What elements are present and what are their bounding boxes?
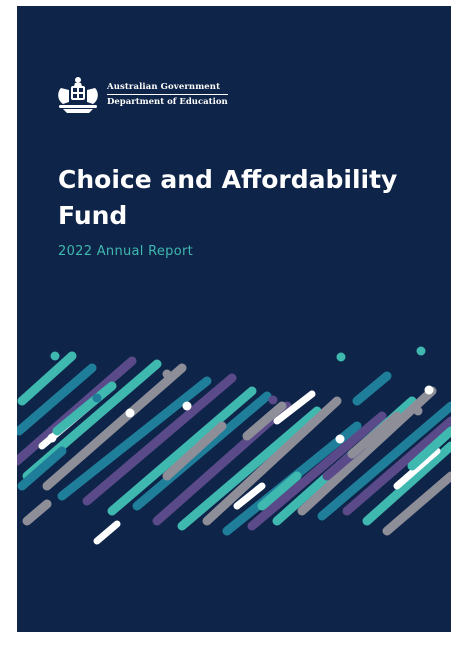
stripe-16 xyxy=(317,401,451,521)
stripe-30 xyxy=(347,411,402,459)
stripe-33 xyxy=(352,371,392,406)
stripe-27 xyxy=(393,447,441,490)
stripe-22 xyxy=(162,421,227,481)
report-title: Choice and Affordability Fund xyxy=(58,165,398,230)
stripe-dot-6 xyxy=(92,393,102,403)
stripe-13 xyxy=(247,411,387,531)
decorative-stripes xyxy=(17,346,451,545)
stripe-18 xyxy=(362,441,451,526)
government-logo: Australian Government Department of Educ… xyxy=(55,74,228,114)
report-cover: Australian Government Department of Educ… xyxy=(17,6,451,632)
stripe-dot-8 xyxy=(424,385,434,395)
stripe-dot-0 xyxy=(50,351,60,361)
stripe-dot-2 xyxy=(416,346,426,356)
stripe-dot-11 xyxy=(413,406,423,416)
stripe-dot-3 xyxy=(162,369,172,379)
stripe-dot-9 xyxy=(335,434,345,444)
stripe-15 xyxy=(297,386,437,516)
stripe-32 xyxy=(242,401,287,441)
stripe-25 xyxy=(93,520,121,545)
government-wordmark: Australian Government Department of Educ… xyxy=(107,82,228,107)
stripe-5 xyxy=(57,376,212,501)
report-subtitle: 2022 Annual Report xyxy=(58,244,194,259)
stripe-dot-1 xyxy=(336,352,346,362)
stripe-8 xyxy=(132,391,272,511)
stripe-19 xyxy=(382,471,451,536)
stripe-dot-4 xyxy=(125,408,135,418)
stripe-21 xyxy=(17,446,67,491)
stripe-dot-5 xyxy=(47,433,57,443)
stripe-29 xyxy=(257,471,302,511)
stripe-4 xyxy=(42,363,187,491)
stripe-23 xyxy=(233,482,266,510)
stripe-dot-7 xyxy=(268,395,278,405)
stripe-dot-10 xyxy=(182,401,192,411)
stripe-28 xyxy=(22,499,52,526)
stripe-17 xyxy=(342,416,451,516)
government-name: Australian Government xyxy=(107,82,228,95)
stripe-24 xyxy=(273,390,316,425)
department-name: Department of Education xyxy=(107,96,228,107)
stripe-10 xyxy=(177,406,322,531)
stripe-31 xyxy=(407,426,451,471)
stripe-34 xyxy=(52,381,117,436)
coat-of-arms-icon xyxy=(58,77,98,113)
stripe-0 xyxy=(17,351,77,406)
stripe-7 xyxy=(107,386,257,516)
stripe-6 xyxy=(82,373,237,506)
stripe-11 xyxy=(202,396,342,526)
stripe-1 xyxy=(17,363,97,436)
